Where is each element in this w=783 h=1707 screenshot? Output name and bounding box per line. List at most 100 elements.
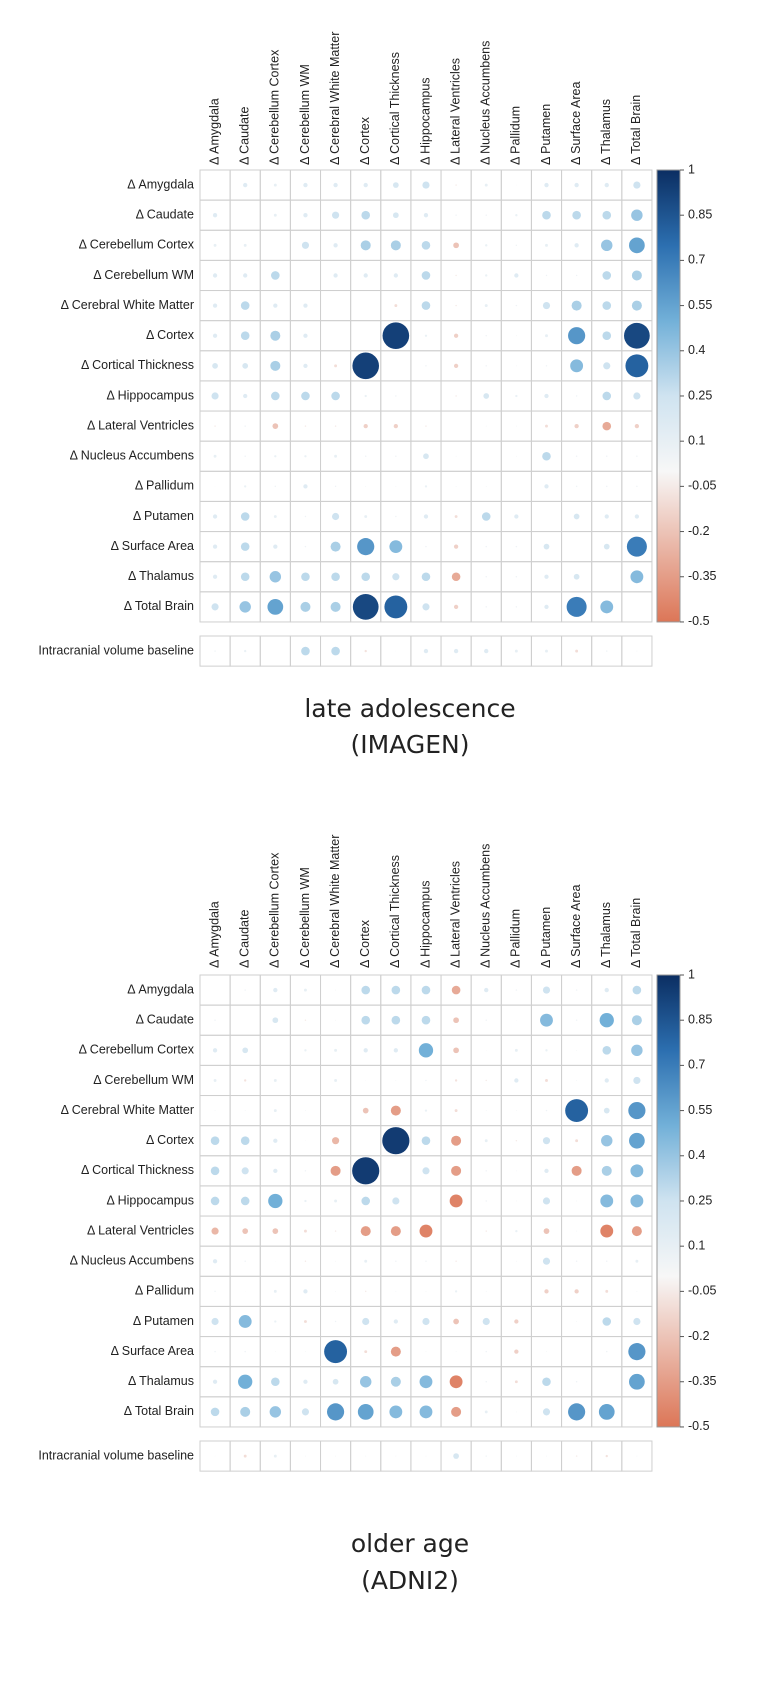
cell [530,500,563,533]
corr-circle [633,181,641,189]
corr-circle [395,1080,397,1081]
corr-circle [361,985,371,995]
corr-circle [273,1454,277,1458]
corr-circle [363,182,368,188]
corr-circle [576,1080,578,1081]
corr-circle [484,987,489,993]
corr-circle [542,302,551,310]
corr-circle [421,1136,431,1146]
corr-circle [244,1291,246,1292]
corr-circle [268,1193,283,1209]
corr-circle [390,1226,401,1237]
corr-circle [515,1140,518,1142]
colorbar-tick-label: -0.35 [688,569,717,583]
corr-circle [384,595,408,619]
corr-circle [484,183,488,187]
corr-circle [636,650,638,652]
colorbar-tick-label: -0.5 [688,614,710,628]
corr-circle [606,1260,608,1262]
corr-circle [631,1015,642,1026]
corr-circle [633,1076,641,1085]
cell [259,1034,291,1066]
colorbar-tick-label: -0.2 [688,524,710,538]
corr-circle [485,1381,487,1383]
corr-circle [515,1229,518,1233]
corr-circle [212,1259,218,1264]
corr-circle [542,1197,551,1205]
corr-circle [606,455,608,457]
corr-circle [604,514,609,519]
corr-circle [273,213,277,217]
corr-circle [273,1168,278,1173]
corr-circle [454,515,458,518]
corr-circle [363,423,368,429]
corr-circle [485,576,487,578]
corr-circle [633,1317,641,1326]
corr-circle [629,237,645,254]
row-label: Δ Cortex [146,1133,195,1147]
corr-circle [634,423,640,429]
corr-circle [423,213,429,218]
corr-circle [362,1107,369,1114]
corr-circle [390,1376,401,1387]
corr-circle [393,1048,398,1053]
corr-circle [238,1374,253,1389]
row-label: Δ Caudate [136,207,194,221]
row-label: Δ Cerebellum WM [93,1073,194,1087]
corr-circle [392,573,400,581]
corr-circle [304,455,307,458]
corr-circle [212,574,218,579]
chart-subtitle: (IMAGEN) [351,730,470,759]
corr-circle [335,1019,337,1021]
corr-circle [425,1079,427,1082]
row-label: Δ Cortical Thickness [81,358,194,372]
corr-circle [604,987,609,993]
row-label: Δ Lateral Ventricles [87,1223,194,1237]
corr-circle [451,1406,462,1417]
corr-circle [600,1194,614,1208]
corr-circle [566,596,587,617]
cell [591,561,623,593]
corr-circle [485,365,487,367]
corr-circle [273,183,277,187]
corr-circle [515,455,517,457]
corr-circle [271,271,280,280]
column-label: Δ Pallidum [509,909,523,968]
column-label: Δ Hippocampus [418,880,432,968]
cell [350,290,382,322]
corr-circle [335,989,337,991]
corr-circle [272,1228,279,1234]
corr-circle [574,423,579,429]
corr-circle [273,544,278,549]
corr-circle [515,425,517,427]
corr-circle [574,243,579,248]
corr-circle [419,1224,433,1238]
corr-circle [304,1199,307,1203]
row-label: Δ Nucleus Accumbens [70,1254,194,1268]
corr-circle [361,210,371,220]
chart-subtitle: (ADNI2) [361,1566,459,1595]
corr-circle [352,1157,380,1185]
corr-circle [422,1317,430,1326]
corr-circle [304,1320,307,1323]
corr-circle [453,1318,459,1325]
corr-circle [395,1455,397,1457]
corr-circle [214,650,216,652]
corr-circle [241,1167,249,1175]
corr-circle [214,1019,216,1021]
corr-circle [483,393,490,399]
row-label: Δ Hippocampus [106,1193,194,1207]
corr-circle [303,1289,308,1294]
corr-circle [545,649,548,653]
corr-circle [327,1403,345,1421]
row-label: Δ Surface Area [111,1344,194,1358]
corr-circle [485,1230,487,1232]
corr-circle [515,214,518,217]
row-label: Δ Amygdala [127,982,194,996]
corr-circle [575,274,578,277]
corr-circle [240,1196,250,1206]
corr-circle [361,1196,371,1206]
corr-circle [598,1404,615,1420]
corr-circle [573,573,580,580]
